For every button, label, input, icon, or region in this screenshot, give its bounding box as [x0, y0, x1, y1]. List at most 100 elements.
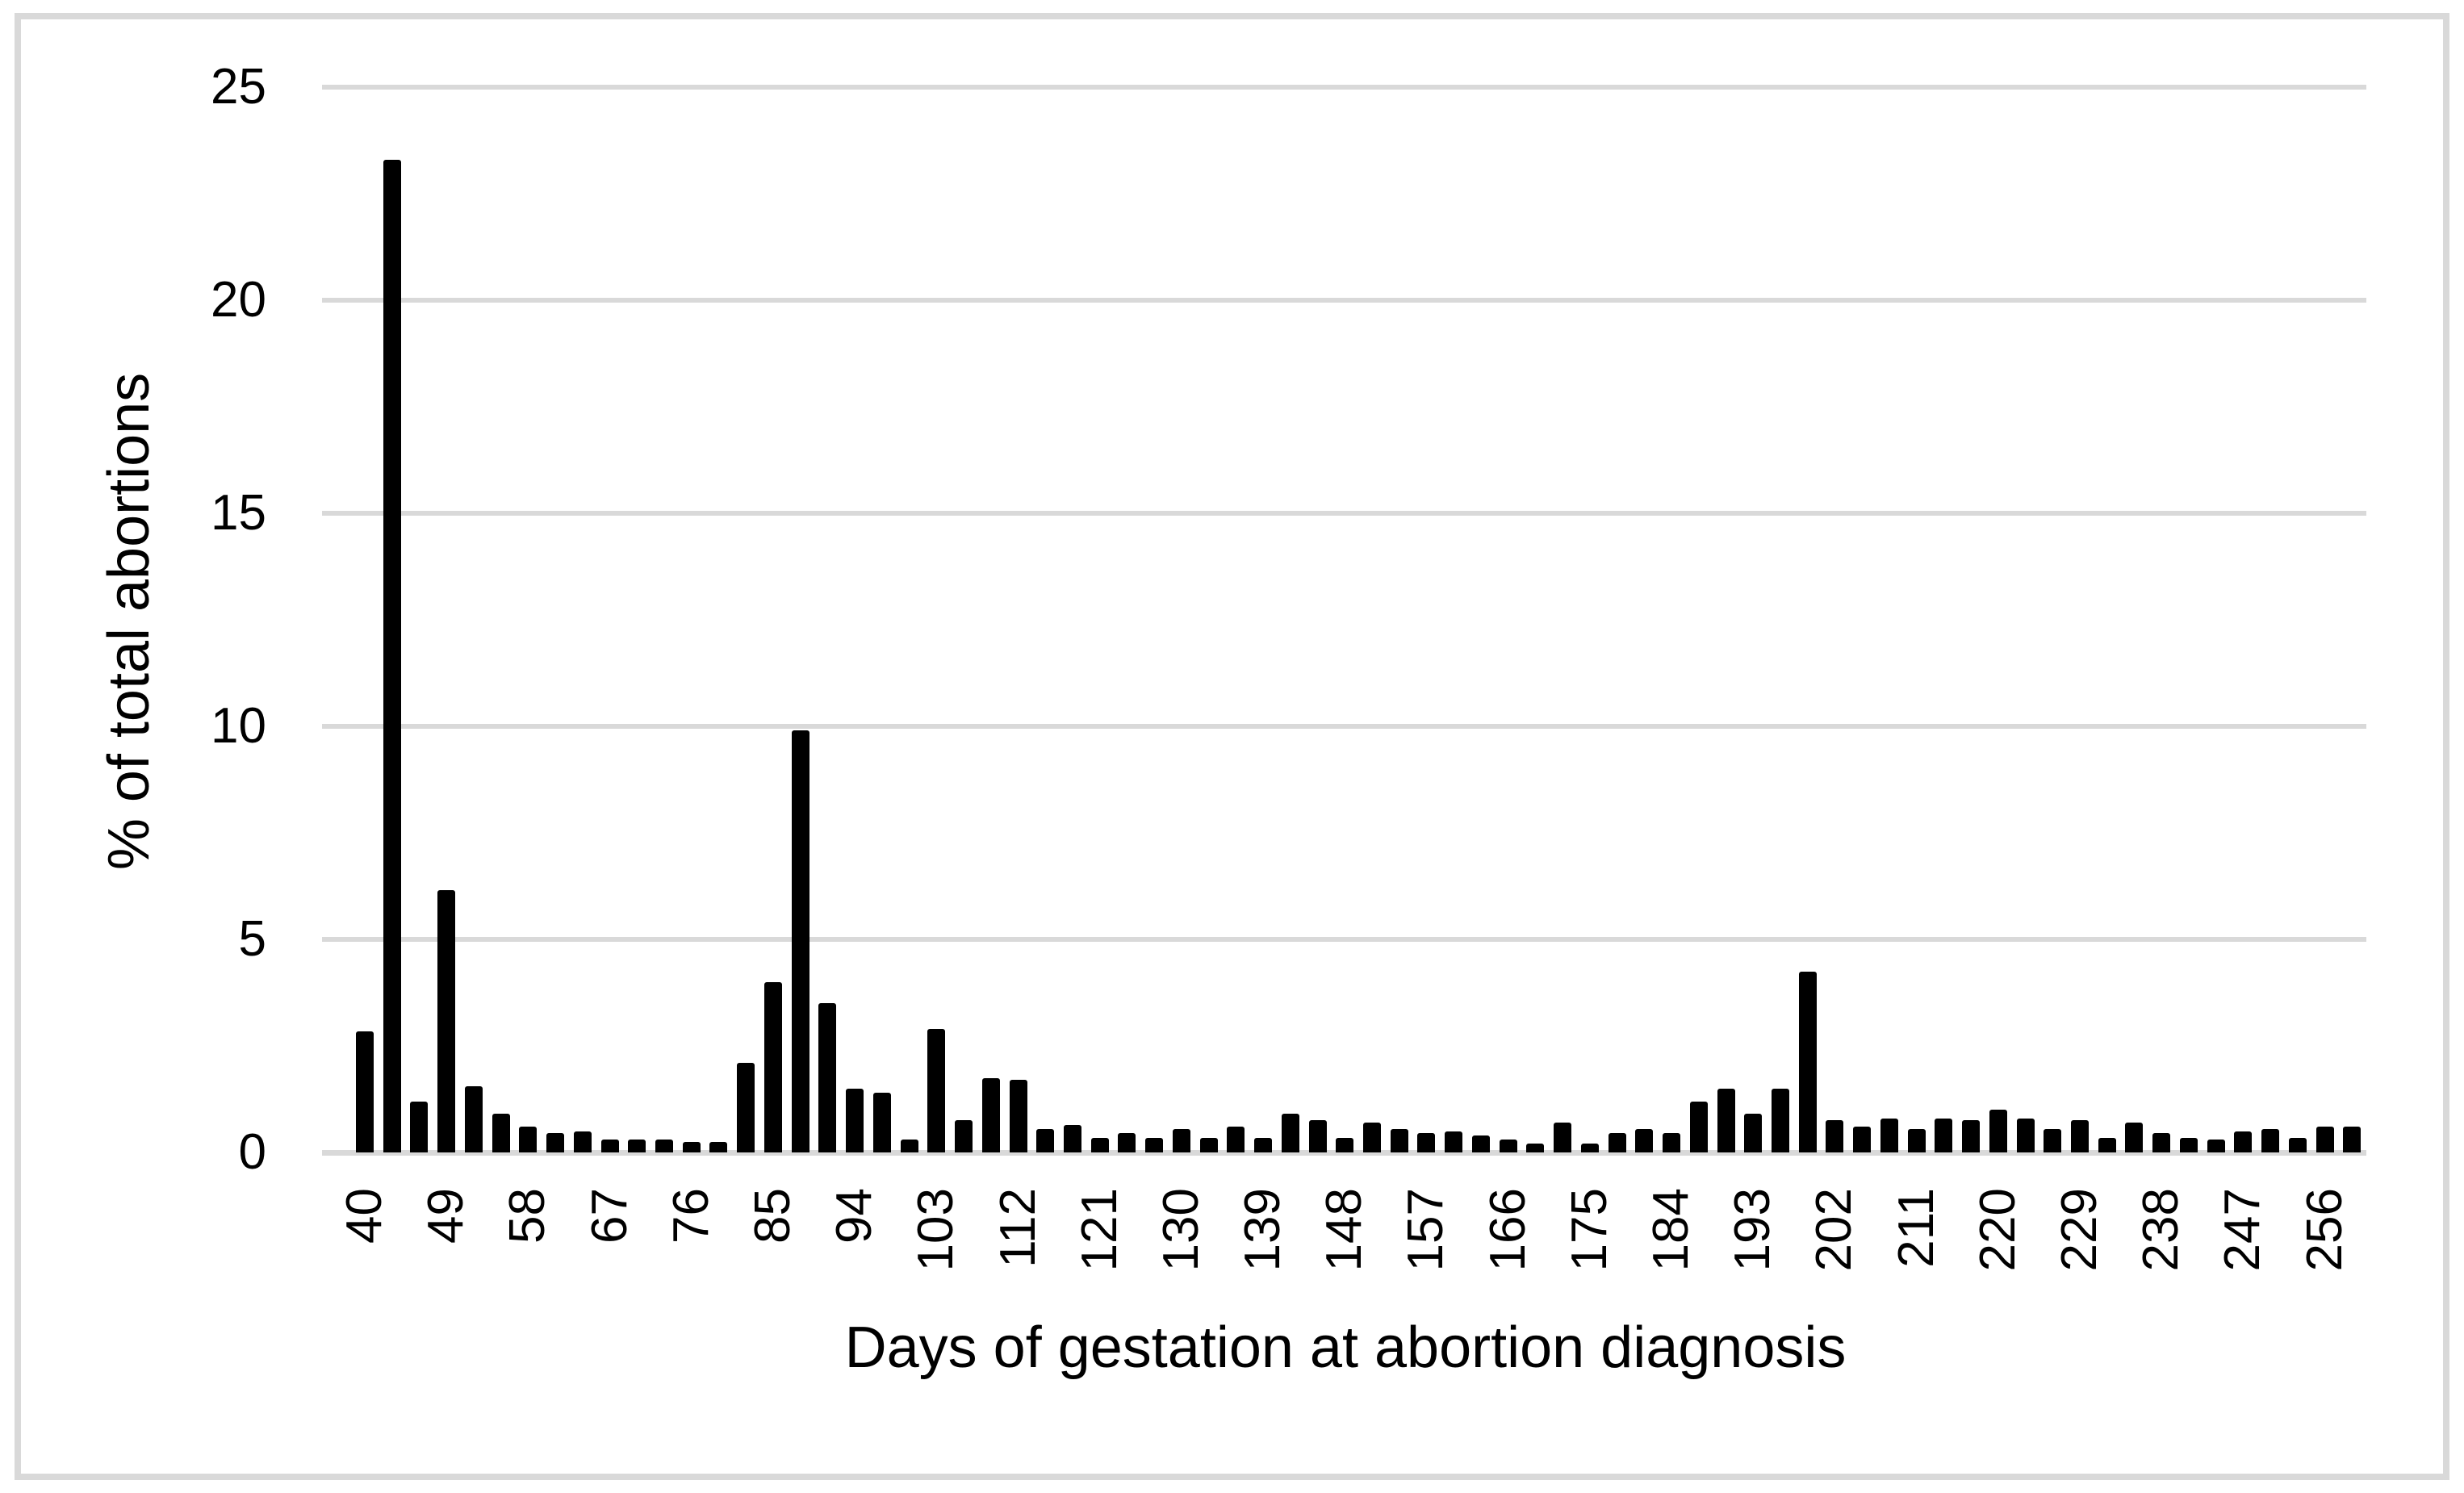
bar: [574, 1131, 592, 1152]
bar: [628, 1140, 646, 1152]
y-axis-title: % of total abortions: [97, 372, 161, 871]
x-tick-label: 220: [1970, 1188, 2026, 1272]
gridline: [322, 724, 2366, 729]
gridline: [322, 937, 2366, 942]
bar: [873, 1093, 891, 1152]
bar: [955, 1120, 973, 1152]
bar: [1581, 1144, 1599, 1152]
bar: [1200, 1138, 1218, 1152]
bar: [1772, 1089, 1789, 1152]
bar: [1826, 1120, 1843, 1152]
y-tick-label: 0: [238, 1124, 266, 1180]
bar: [601, 1140, 619, 1152]
y-tick-label: 15: [211, 485, 266, 541]
x-tick-label: 175: [1562, 1188, 1617, 1272]
bar: [1064, 1125, 1081, 1152]
bar: [1417, 1133, 1435, 1152]
x-tick-label: 40: [337, 1188, 392, 1244]
bar: [519, 1127, 537, 1152]
bar: [410, 1102, 428, 1152]
x-axis-title: Days of gestation at abortion diagnosis: [844, 1315, 1847, 1380]
x-tick-label: 157: [1398, 1188, 1454, 1272]
bar: [1036, 1129, 1054, 1152]
bar: [1935, 1119, 1952, 1152]
x-tick-label: 247: [2215, 1188, 2270, 1272]
bar: [1554, 1123, 1571, 1152]
x-tick-label: 202: [1806, 1188, 1862, 1272]
bar: [927, 1029, 945, 1152]
bar: [2316, 1127, 2334, 1152]
bar: [1690, 1102, 1708, 1152]
bar: [655, 1140, 673, 1152]
y-tick-label: 5: [238, 911, 266, 967]
bar: [2261, 1129, 2279, 1152]
bar: [1526, 1144, 1544, 1152]
bar: [2152, 1133, 2170, 1152]
bar: [1173, 1129, 1190, 1152]
x-tick-label: 193: [1725, 1188, 1780, 1272]
bar: [2180, 1138, 2198, 1152]
x-tick-label: 121: [1072, 1188, 1127, 1272]
gridline: [322, 85, 2366, 90]
bar: [1635, 1129, 1653, 1152]
bar: [2289, 1138, 2307, 1152]
bar: [2125, 1123, 2143, 1152]
x-tick-label: 94: [826, 1188, 882, 1244]
chart-border: [15, 13, 2449, 1480]
bar: [437, 890, 455, 1152]
bar: [1799, 972, 1817, 1152]
bar: [901, 1140, 918, 1152]
x-tick-label: 67: [582, 1188, 638, 1244]
bar: [818, 1003, 836, 1152]
bar: [2098, 1138, 2116, 1152]
bar: [465, 1086, 483, 1152]
x-tick-label: 130: [1153, 1188, 1209, 1272]
x-tick-label: 211: [1889, 1188, 1944, 1268]
y-tick-label: 10: [211, 698, 266, 754]
gridline: [322, 511, 2366, 516]
bar: [1663, 1133, 1680, 1152]
bar: [982, 1078, 1000, 1152]
x-axis-baseline: [322, 1150, 2366, 1156]
bar: [846, 1089, 864, 1152]
bar: [1717, 1089, 1735, 1152]
x-tick-label: 256: [2297, 1188, 2353, 1272]
bar: [1445, 1131, 1462, 1152]
bar: [356, 1031, 374, 1152]
bar: [1091, 1138, 1109, 1152]
x-tick-label: 184: [1643, 1188, 1699, 1272]
x-tick-label: 49: [418, 1188, 474, 1244]
bar: [492, 1114, 510, 1152]
bar: [1336, 1138, 1353, 1152]
bar: [1880, 1119, 1898, 1152]
y-tick-label: 25: [211, 59, 266, 115]
y-tick-label: 20: [211, 272, 266, 328]
bar: [383, 160, 401, 1152]
bar: [1309, 1120, 1327, 1152]
bar: [709, 1142, 727, 1152]
x-tick-label: 238: [2133, 1188, 2189, 1272]
bar: [1254, 1138, 1272, 1152]
bar: [1853, 1127, 1871, 1152]
bar: [2207, 1140, 2225, 1152]
bar: [2044, 1129, 2061, 1152]
x-tick-label: 139: [1235, 1188, 1291, 1272]
bar: [2343, 1127, 2361, 1152]
bar: [1962, 1120, 1980, 1152]
bar: [1227, 1127, 1245, 1152]
x-tick-label: 58: [500, 1188, 555, 1244]
bar: [1145, 1138, 1163, 1152]
x-tick-label: 103: [908, 1188, 964, 1272]
x-tick-label: 229: [2052, 1188, 2107, 1272]
x-tick-label: 148: [1316, 1188, 1372, 1272]
bar: [1391, 1129, 1408, 1152]
gridline: [322, 298, 2366, 303]
bar: [1472, 1135, 1490, 1152]
bar: [737, 1063, 755, 1152]
x-tick-label: 85: [745, 1188, 801, 1244]
x-tick-label: 166: [1480, 1188, 1536, 1272]
bar: [792, 730, 809, 1152]
x-tick-label: 76: [663, 1188, 719, 1244]
bar: [1609, 1133, 1626, 1152]
